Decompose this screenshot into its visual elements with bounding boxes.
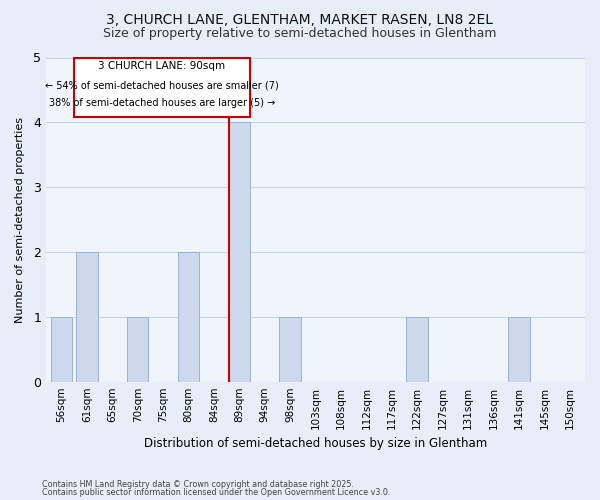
Text: Size of property relative to semi-detached houses in Glentham: Size of property relative to semi-detach… [103, 28, 497, 40]
Text: ← 54% of semi-detached houses are smaller (7): ← 54% of semi-detached houses are smalle… [45, 80, 279, 90]
X-axis label: Distribution of semi-detached houses by size in Glentham: Distribution of semi-detached houses by … [144, 437, 487, 450]
Bar [406, 317, 428, 382]
Bar [50, 317, 72, 382]
Bar [76, 252, 98, 382]
Y-axis label: Number of semi-detached properties: Number of semi-detached properties [15, 116, 25, 322]
Text: 3, CHURCH LANE, GLENTHAM, MARKET RASEN, LN8 2EL: 3, CHURCH LANE, GLENTHAM, MARKET RASEN, … [107, 12, 493, 26]
Bar [127, 317, 148, 382]
Text: 38% of semi-detached houses are larger (5) →: 38% of semi-detached houses are larger (… [49, 98, 275, 108]
Text: Contains HM Land Registry data © Crown copyright and database right 2025.: Contains HM Land Registry data © Crown c… [42, 480, 354, 489]
Bar [280, 317, 301, 382]
Bar [178, 252, 199, 382]
Bar [508, 317, 530, 382]
Bar [229, 122, 250, 382]
Text: Contains public sector information licensed under the Open Government Licence v3: Contains public sector information licen… [42, 488, 391, 497]
FancyBboxPatch shape [74, 58, 250, 117]
Text: 3 CHURCH LANE: 90sqm: 3 CHURCH LANE: 90sqm [98, 62, 226, 72]
